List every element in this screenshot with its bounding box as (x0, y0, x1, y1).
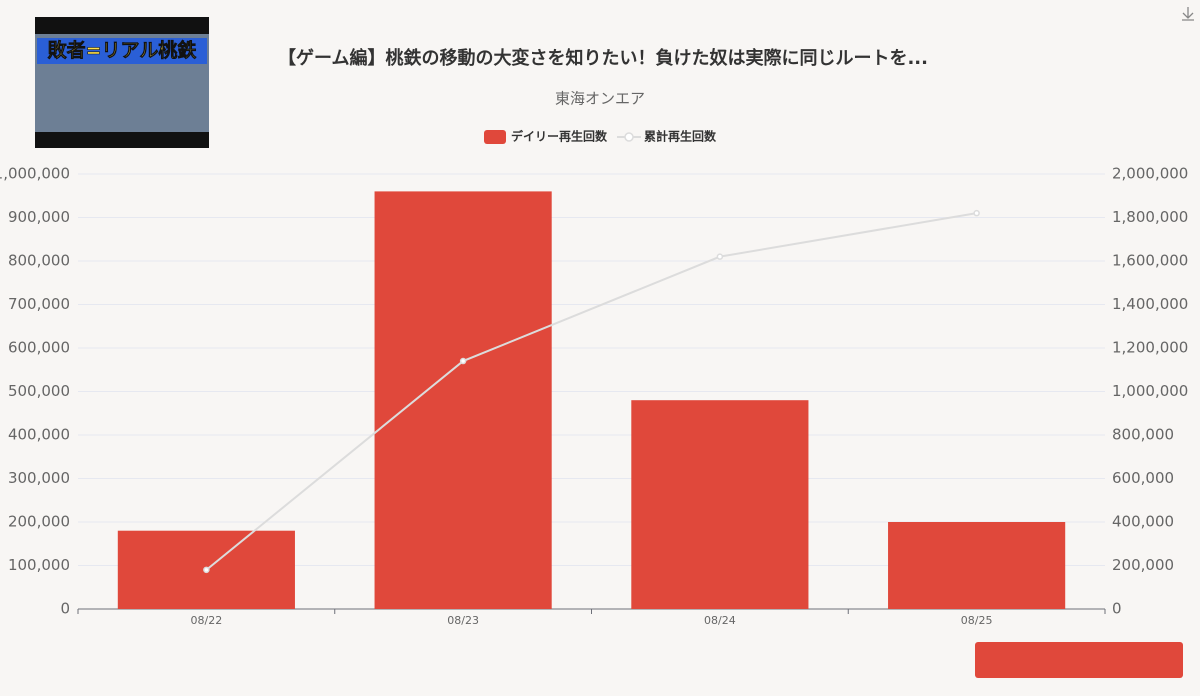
y2-tick-label: 400,000 (1112, 513, 1174, 531)
y-tick-label: 900,000 (8, 208, 70, 226)
download-button[interactable] (1182, 7, 1194, 21)
y2-tick-label: 800,000 (1112, 426, 1174, 444)
y2-tick-label: 2,000,000 (1112, 165, 1188, 183)
chart-title: 【ゲーム編】桃鉄の移動の大変さを知りたい！負けた奴は実際に同じルートを... (278, 47, 928, 69)
line (205, 212, 977, 571)
legend-label: 累計再生回数 (644, 129, 717, 144)
y2-tick-label: 0 (1112, 600, 1122, 618)
y2-tick-label: 1,600,000 (1112, 252, 1188, 270)
logo (975, 642, 1183, 678)
thumbnail: 敗者=リアル桃鉄 (35, 17, 209, 148)
y-tick-label: 0 (60, 600, 70, 618)
x-tick-label: 08/24 (704, 614, 736, 627)
legend-swatch (484, 130, 506, 144)
legend-label: デイリー再生回数 (511, 129, 608, 144)
x-tick-label: 08/23 (447, 614, 479, 627)
y2-tick-label: 1,800,000 (1112, 208, 1188, 226)
y-tick-label: 800,000 (8, 252, 70, 270)
y2-tick-label: 1,400,000 (1112, 295, 1188, 313)
y-tick-label: 200,000 (8, 513, 70, 531)
y-tick-label: 1,000,000 (0, 165, 70, 183)
thumbnail-banner (37, 38, 207, 64)
line-point (203, 566, 210, 574)
line-point (459, 357, 467, 365)
x-tick-label: 08/22 (191, 614, 223, 627)
bar (631, 400, 809, 609)
y-tick-label: 100,000 (8, 556, 70, 574)
y-tick-label: 500,000 (8, 382, 70, 400)
thumbnail-text: 敗者=リアル桃鉄 (48, 39, 197, 62)
y-tick-label: 700,000 (8, 295, 70, 313)
y-tick-label: 400,000 (8, 426, 70, 444)
y-tick-label: 300,000 (8, 469, 70, 487)
y2-tick-label: 1,200,000 (1112, 339, 1188, 357)
legend-swatch-point (624, 132, 634, 142)
x-tick-label: 08/25 (961, 614, 993, 627)
bar (374, 191, 552, 609)
y2-tick-label: 200,000 (1112, 556, 1174, 574)
line-point (716, 253, 724, 260)
download-icon[interactable] (1182, 7, 1194, 21)
bar (888, 522, 1066, 609)
y-tick-label: 600,000 (8, 339, 70, 357)
logo-badge (975, 642, 1183, 678)
y2-tick-label: 600,000 (1112, 469, 1174, 487)
y2-tick-label: 1,000,000 (1112, 382, 1188, 400)
chart-subtitle: 東海オンエア (555, 90, 645, 108)
legend: デイリー再生回数 累計再生回数 (484, 129, 717, 144)
line-point (973, 209, 980, 217)
